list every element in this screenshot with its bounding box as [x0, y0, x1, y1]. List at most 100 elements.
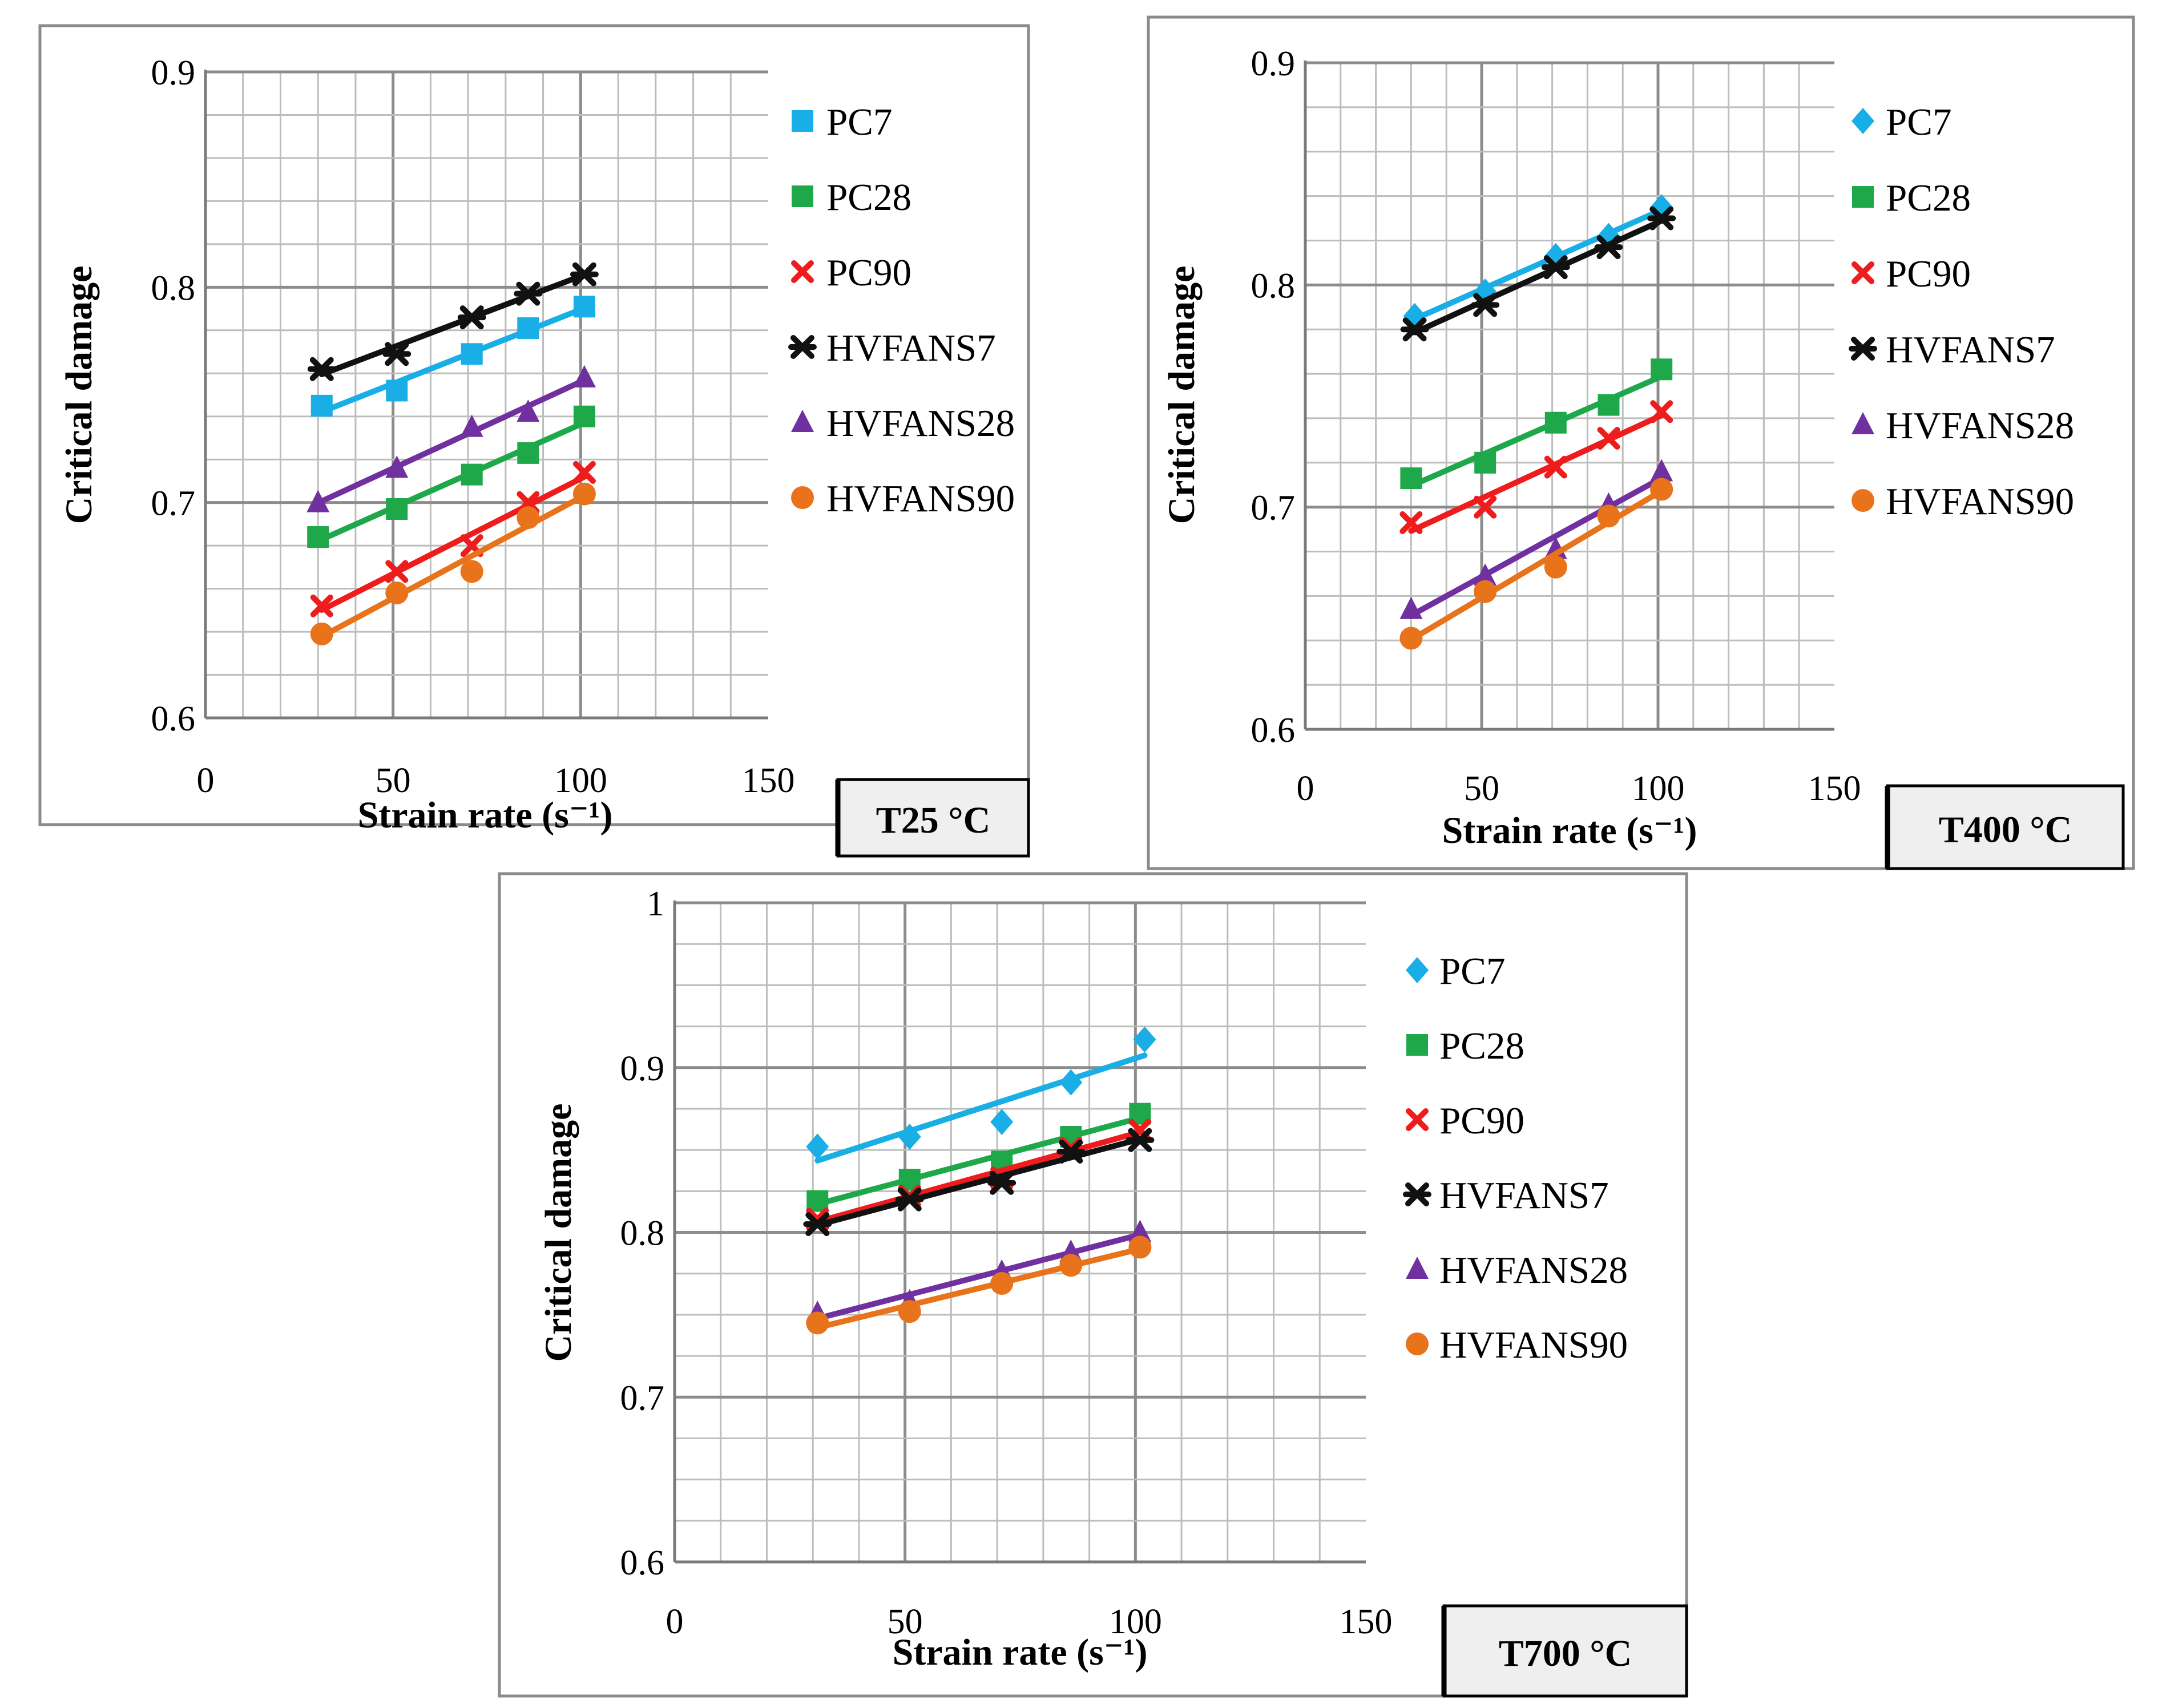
chart-t400-point-hvfans90 — [1650, 478, 1673, 501]
chart-t25-legend-label: HVFANS7 — [826, 327, 996, 369]
chart-t25-point-hvfans7 — [307, 357, 336, 381]
chart-t400-point-pc28 — [1651, 358, 1673, 381]
chart-t700-point-hvfans7 — [1056, 1140, 1086, 1164]
chart-t700-trendline-hvfans90 — [814, 1246, 1143, 1331]
chart-t25-point-pc90 — [310, 594, 333, 617]
chart-t700-x-tick-label: 50 — [888, 1602, 923, 1641]
chart-t25-point-pc90 — [572, 461, 596, 484]
chart-t400-legend-label: HVFANS28 — [1886, 405, 2074, 447]
chart-t400-series-hvfans28 — [1399, 459, 1673, 619]
chart-t400-point-hvfans28 — [1650, 459, 1673, 482]
chart-t700-legend-marker-hvfans90 — [1406, 1333, 1429, 1355]
chart-t25-legend-label: PC7 — [826, 101, 892, 143]
chart-t25-trendline-hvfans90 — [318, 492, 587, 640]
chart-t25-legend-marker-pc7 — [792, 110, 813, 132]
chart-t25-series-hvfans90 — [310, 482, 596, 645]
chart-t25-trendline-hvfans28 — [315, 377, 587, 506]
chart-t400-legend: PC7 PC28 PC90 HVFANS7 HVFANS28 HVFANS90 — [1849, 101, 2074, 523]
chart-t700-y-tick-label: 0.7 — [620, 1379, 665, 1418]
chart-t25-legend-label: PC90 — [826, 252, 911, 294]
chart-t400-legend-label: PC7 — [1886, 101, 1951, 143]
chart-t25-legend: PC7 PC28 PC90 HVFANS7 HVFANS28 HVFANS90 — [788, 101, 1015, 520]
chart-t700-point-pc7 — [1059, 1069, 1083, 1096]
chart-t700-point-hvfans90 — [806, 1311, 829, 1335]
chart-t400-legend-marker-hvfans28 — [1852, 412, 1874, 434]
chart-t400-point-pc28 — [1544, 411, 1567, 434]
chart-t400-trendline-hvfans7 — [1411, 217, 1665, 336]
chart-t400-series-pc90 — [1399, 400, 1673, 534]
chart-t25-point-hvfans28 — [306, 490, 330, 512]
chart-t25-point-pc28 — [517, 442, 539, 464]
chart-t25-legend-marker-hvfans28 — [791, 410, 814, 432]
chart-t25-temperature-label: T25 °C — [876, 800, 991, 841]
chart-t25-series-pc28 — [307, 405, 595, 548]
chart-t700-point-hvfans90 — [990, 1272, 1014, 1295]
chart-t400-legend-marker-pc7 — [1852, 108, 1874, 134]
chart-t25-series-hvfans28 — [306, 365, 596, 512]
chart-t25-point-pc7 — [517, 317, 539, 340]
chart-t400-point-pc90 — [1650, 400, 1673, 423]
chart-t25-x-tick-label: 0 — [197, 761, 215, 800]
chart-t400-x-tick-label: 150 — [1808, 769, 1861, 808]
chart-t700-temperature-label: T700 °C — [1499, 1633, 1632, 1674]
chart-t400-point-hvfans7 — [1594, 235, 1623, 260]
chart-t700-series-hvfans90 — [806, 1235, 1152, 1335]
chart-t400-point-pc90 — [1399, 511, 1423, 534]
chart-t700-point-pc7 — [806, 1133, 829, 1160]
chart-t25-y-tick-label: 0.9 — [151, 54, 196, 92]
chart-t25-point-pc7 — [310, 394, 333, 417]
chart-t25-point-hvfans90 — [310, 622, 333, 645]
chart-t25-legend-marker-hvfans7 — [788, 335, 817, 359]
chart-t400-point-hvfans28 — [1399, 596, 1423, 619]
chart-t400-panel: 0 50 100 150 0.6 0.7 0.8 0.9 Strain rate (s⁻¹) Cr… — [1147, 15, 2135, 870]
chart-t700-point-hvfans28 — [1128, 1220, 1152, 1242]
chart-t400-point-hvfans90 — [1474, 580, 1497, 603]
chart-t700-x-tick-label: 150 — [1340, 1602, 1393, 1641]
chart-t700-x-axis-title: Strain rate (s⁻¹) — [893, 1632, 1148, 1673]
chart-t25-point-hvfans90 — [572, 482, 596, 506]
chart-t25-legend-marker-pc28 — [792, 185, 813, 207]
chart-t25-series-pc7 — [310, 296, 595, 417]
chart-t700-legend-marker-hvfans28 — [1406, 1257, 1429, 1279]
chart-t400-legend-marker-hvfans90 — [1852, 489, 1874, 512]
chart-t400-series-hvfans90 — [1399, 478, 1673, 650]
chart-t400-point-pc28 — [1474, 451, 1497, 474]
chart-t700-y-tick-label: 0.6 — [620, 1544, 665, 1582]
chart-t25-y-tick-label: 0.6 — [151, 700, 196, 738]
chart-t700-gridlines — [675, 901, 1366, 1562]
chart-t700-series-pc7 — [806, 1026, 1156, 1164]
chart-t700-frame — [498, 872, 1688, 1698]
chart-t25-trendline-pc90 — [318, 474, 587, 613]
chart-t25-y-tick-label: 0.7 — [151, 484, 196, 523]
chart-t400-point-hvfans7 — [1541, 255, 1570, 280]
chart-t700-legend-label: PC28 — [1439, 1025, 1524, 1067]
chart-t25-point-pc90 — [385, 560, 409, 583]
chart-t400-trendline-pc28 — [1408, 373, 1665, 489]
chart-t400-legend-marker-hvfans7 — [1849, 337, 1877, 361]
chart-t25-point-pc7 — [573, 296, 595, 318]
chart-t700-point-hvfans90 — [1128, 1235, 1152, 1259]
chart-t400-point-pc90 — [1597, 426, 1620, 450]
chart-t400-x-tick-label: 100 — [1632, 769, 1685, 808]
chart-t400-point-hvfans7 — [1647, 206, 1676, 231]
chart-t25-legend-label: HVFANS90 — [826, 478, 1015, 520]
chart-t700-y-tick-label: 1 — [647, 885, 664, 923]
chart-t700-trendline-hvfans7 — [814, 1136, 1143, 1228]
chart-t25-point-hvfans90 — [460, 560, 483, 583]
chart-t700-legend-label: HVFANS7 — [1439, 1174, 1609, 1217]
chart-t25-x-tick-label: 50 — [376, 761, 411, 800]
chart-t400-y-tick-label: 0.8 — [1251, 267, 1296, 305]
chart-t700-legend-label: HVFANS28 — [1439, 1249, 1628, 1291]
chart-t400-point-hvfans90 — [1597, 504, 1620, 528]
chart-t400-legend-label: HVFANS7 — [1886, 329, 2055, 371]
chart-t700-point-hvfans7 — [803, 1212, 832, 1237]
chart-t400-series-hvfans7 — [1400, 206, 1676, 342]
chart-t400-point-pc90 — [1474, 495, 1497, 519]
chart-t700-point-pc7 — [898, 1124, 921, 1150]
chart-t400-legend-label: PC90 — [1886, 253, 1971, 295]
chart-t25-point-pc28 — [386, 498, 408, 520]
chart-t400-point-hvfans28 — [1474, 563, 1497, 586]
chart-t700-trendline-hvfans28 — [814, 1231, 1143, 1322]
chart-t25-point-hvfans28 — [460, 414, 483, 437]
